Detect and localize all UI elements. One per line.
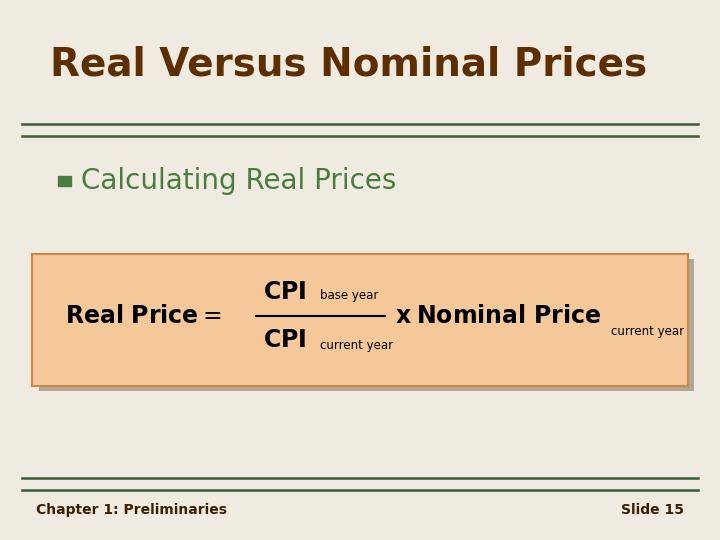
Text: current year: current year bbox=[320, 339, 394, 352]
Text: $\mathbf{CPI}$: $\mathbf{CPI}$ bbox=[263, 280, 306, 303]
Text: $\mathbf{Real\ Price} =$: $\mathbf{Real\ Price} =$ bbox=[65, 304, 222, 328]
FancyBboxPatch shape bbox=[32, 254, 688, 386]
Text: Real Versus Nominal Prices: Real Versus Nominal Prices bbox=[50, 46, 647, 84]
Text: $\mathbf{CPI}$: $\mathbf{CPI}$ bbox=[263, 328, 306, 352]
Text: base year: base year bbox=[320, 289, 379, 302]
Text: Calculating Real Prices: Calculating Real Prices bbox=[81, 167, 397, 195]
Bar bbox=[58, 176, 71, 186]
FancyBboxPatch shape bbox=[39, 259, 694, 391]
Text: Chapter 1: Preliminaries: Chapter 1: Preliminaries bbox=[36, 503, 227, 517]
Text: current year: current year bbox=[611, 325, 684, 338]
Text: Slide 15: Slide 15 bbox=[621, 503, 684, 517]
Text: $\mathbf{x}$: $\mathbf{x}$ bbox=[395, 304, 411, 328]
Text: $\mathbf{Nominal\ Price}$: $\mathbf{Nominal\ Price}$ bbox=[416, 304, 601, 328]
